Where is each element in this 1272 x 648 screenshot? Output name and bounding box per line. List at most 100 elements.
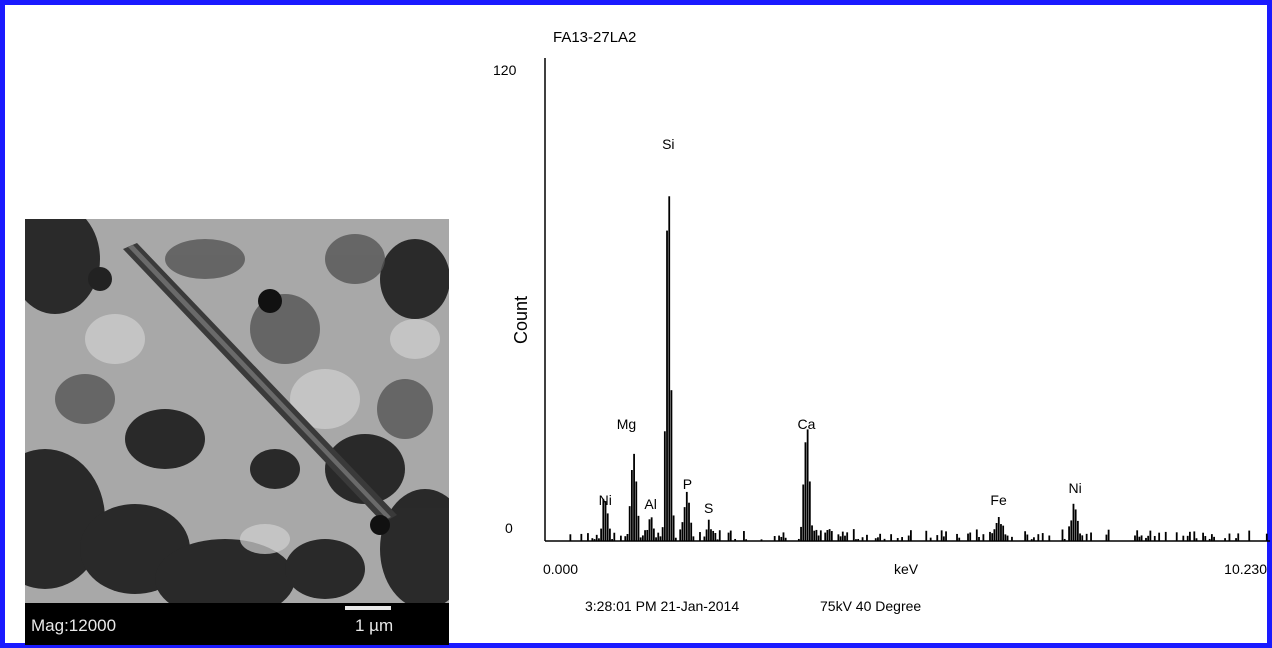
spectrum-bar [929, 537, 932, 541]
spectrum-bar [852, 529, 855, 541]
spectrum-bar [909, 530, 912, 541]
spectrum-bar [975, 529, 978, 541]
eds-spectrum-chart: FA13-27LA2 120 0 Count Ni Mg Al Si PS Ca FeNi … [493, 29, 1270, 614]
spectrum-bar [1182, 535, 1185, 541]
spectrum-bar [1107, 529, 1110, 541]
spectrum-bar [760, 539, 763, 541]
spectrum-bar [1140, 535, 1143, 541]
spectrum-bar [784, 537, 787, 541]
spectrum-bar [1213, 536, 1215, 541]
spectrum-bar [598, 538, 600, 541]
spectrum-bar [782, 532, 785, 541]
spectrum-bar [806, 429, 809, 541]
spectrum-bar [1061, 529, 1064, 541]
spectrum-bar [611, 539, 614, 541]
spectrum-bar [606, 513, 609, 541]
spectrum-bar [681, 522, 684, 541]
spectrum-bar [896, 537, 899, 541]
spectrum-bar [679, 529, 682, 541]
spectrum-bar [690, 522, 693, 541]
spectrum-bar [650, 517, 653, 541]
spectrum-bar [661, 527, 664, 541]
spectrum-bar [877, 537, 879, 541]
spectrum-bar [991, 533, 994, 541]
spectrum-bar [707, 519, 710, 541]
spectrum-bar [1202, 532, 1204, 541]
spectrum-bar [648, 519, 651, 541]
spectrum-bar [1011, 536, 1013, 541]
spectrum-bar [1237, 533, 1240, 541]
spectrum-bar [672, 515, 675, 541]
spectrum-bar [712, 530, 715, 541]
spectrum-bar [1235, 538, 1237, 541]
peak-label-ca: Ca [798, 416, 816, 432]
spectrum-bar [633, 453, 635, 541]
spectrum-bar [641, 535, 644, 541]
peak-labels: Ni Mg Al Si PS Ca Fe Ni [599, 136, 1082, 516]
spectrum-bar [1186, 535, 1189, 541]
spectrum-bar [668, 196, 671, 541]
spectrum-bar [1208, 538, 1211, 541]
spectrum-bar [846, 532, 849, 541]
spectrum-bar [841, 531, 844, 541]
spectrum-timestamp: 3:28:01 PM 21-Jan-2014 [585, 598, 739, 614]
spectrum-bar [639, 537, 642, 541]
spectrum-bar [727, 532, 730, 541]
spectrum-bar [857, 538, 860, 541]
peak-label-ni: Ni [599, 492, 612, 508]
spectrum-bar [1063, 538, 1066, 541]
spectrum-bar [734, 538, 737, 541]
spectrum-bar [956, 533, 958, 541]
spectrum-bar [637, 515, 640, 541]
spectrum-bar [1048, 535, 1051, 541]
spectrum-bar [1024, 531, 1027, 541]
spectrum-bar [1037, 534, 1040, 541]
spectrum-bar [1138, 536, 1141, 541]
spectrum-bar [1079, 533, 1081, 541]
spectrum-bar [600, 528, 603, 541]
spectrum-bar [839, 536, 842, 541]
spectrum-bar [1004, 534, 1007, 541]
spectrum-bars [569, 196, 1268, 542]
spectrum-bar [1265, 533, 1268, 541]
spectrum-bar [683, 507, 686, 541]
peak-label-mg: Mg [617, 416, 636, 432]
spectrum-bar [652, 528, 655, 541]
spectrum-bar [901, 537, 904, 541]
spectrum-bar [978, 536, 980, 541]
spectrum-bar [1026, 534, 1029, 541]
peak-label-s: S [704, 500, 713, 516]
spectrum-bar [1153, 535, 1156, 541]
spectrum-bar [613, 532, 616, 541]
y-tick-label-bottom: 0 [505, 520, 513, 536]
spectrum-bar [1164, 531, 1167, 541]
x-axis-label: keV [894, 561, 919, 577]
spectrum-bar [1085, 533, 1088, 541]
spectrum-bar [826, 530, 829, 541]
spectrum-bar [659, 536, 662, 541]
spectrum-bar [797, 538, 800, 541]
spectrum-bar [800, 526, 802, 541]
spectrum-bar [804, 442, 807, 541]
spectrum-bar [609, 528, 611, 541]
spectrum-bar [580, 533, 583, 541]
spectrum-bar [907, 535, 910, 541]
spectrum-bar [844, 535, 846, 541]
spectrum-bar [824, 532, 827, 541]
spectrum-bar [1076, 520, 1079, 541]
spectrum-bar [1006, 535, 1009, 541]
spectrum-bar [1000, 524, 1002, 541]
peak-label-p: P [683, 476, 692, 492]
spectrum-bar [883, 538, 886, 541]
tem-micrograph: Mag:12000 1 µm [25, 219, 449, 645]
spectrum-bar [1175, 532, 1178, 541]
spectrum-bar [802, 484, 805, 541]
spectrum-bar [674, 537, 677, 541]
spectrum-bar [1224, 538, 1226, 541]
spectrum-bar [1158, 532, 1161, 541]
spectrum-bar [879, 533, 882, 541]
spectrum-bar [628, 506, 631, 541]
spectrum-bar [657, 532, 660, 541]
spectrum-bar [773, 536, 776, 541]
